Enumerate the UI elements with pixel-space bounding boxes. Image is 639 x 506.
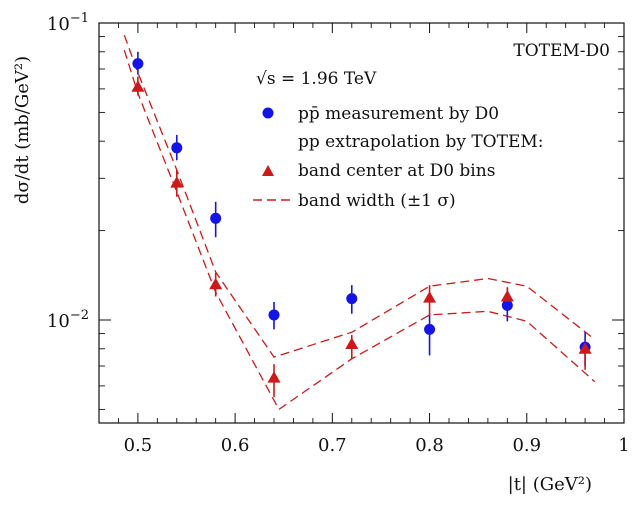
legend-entry-totem-header: pp extrapolation by TOTEM: [298, 132, 544, 152]
d0-point [501, 299, 513, 311]
x-tick-label: 0.9 [512, 435, 541, 456]
x-tick-label: 0.5 [124, 435, 153, 456]
plot-frame [98, 22, 625, 424]
totem-point [345, 337, 359, 350]
totem-point [578, 342, 592, 354]
x-tick-labels: 0.5 0.6 0.7 0.8 0.9 1 [124, 435, 630, 456]
legend-marker-circle [262, 107, 274, 119]
totem-point [209, 277, 223, 290]
legend-header: √s = 1.96 TeV [256, 69, 377, 89]
legend-entry-d0: pp̄ measurement by D0 [298, 104, 499, 124]
legend-entry-band-center: band center at D0 bins [298, 161, 495, 181]
chart-annotation: TOTEM-D0 [513, 41, 610, 61]
axis-ticks [99, 22, 625, 423]
d0-point [210, 212, 222, 224]
x-tick-label: 0.8 [415, 435, 444, 456]
band-width-lines [123, 34, 596, 411]
totem-point [131, 80, 145, 92]
legend: √s = 1.96 TeV pp̄ measurement by D0 pp e… [253, 69, 544, 211]
d0-point [424, 323, 436, 335]
d0-point [346, 293, 358, 305]
x-tick-label: 0.6 [221, 435, 250, 456]
totem-point [267, 371, 281, 383]
y-tick-label: 10−2 [47, 308, 89, 332]
legend-entry-band-width: band width (±1 σ) [298, 191, 456, 211]
legend-marker-triangle [262, 165, 274, 176]
totem-point [423, 291, 437, 303]
x-axis-label: |t| (GeV²) [508, 474, 592, 495]
y-tick-labels: 10−2 10−1 [47, 11, 89, 332]
y-axis-label: dσ/dt (mb/GeV²) [12, 56, 33, 204]
data-markers [131, 58, 592, 383]
d0-point [132, 58, 144, 70]
d0-point [268, 309, 280, 321]
x-tick-label: 1 [618, 435, 629, 456]
d0-point [171, 142, 183, 154]
y-tick-label: 10−1 [47, 11, 89, 35]
totem-point [170, 176, 184, 188]
totem-point [500, 289, 514, 302]
band-upper-line [123, 34, 596, 358]
x-tick-label: 0.7 [318, 435, 347, 456]
